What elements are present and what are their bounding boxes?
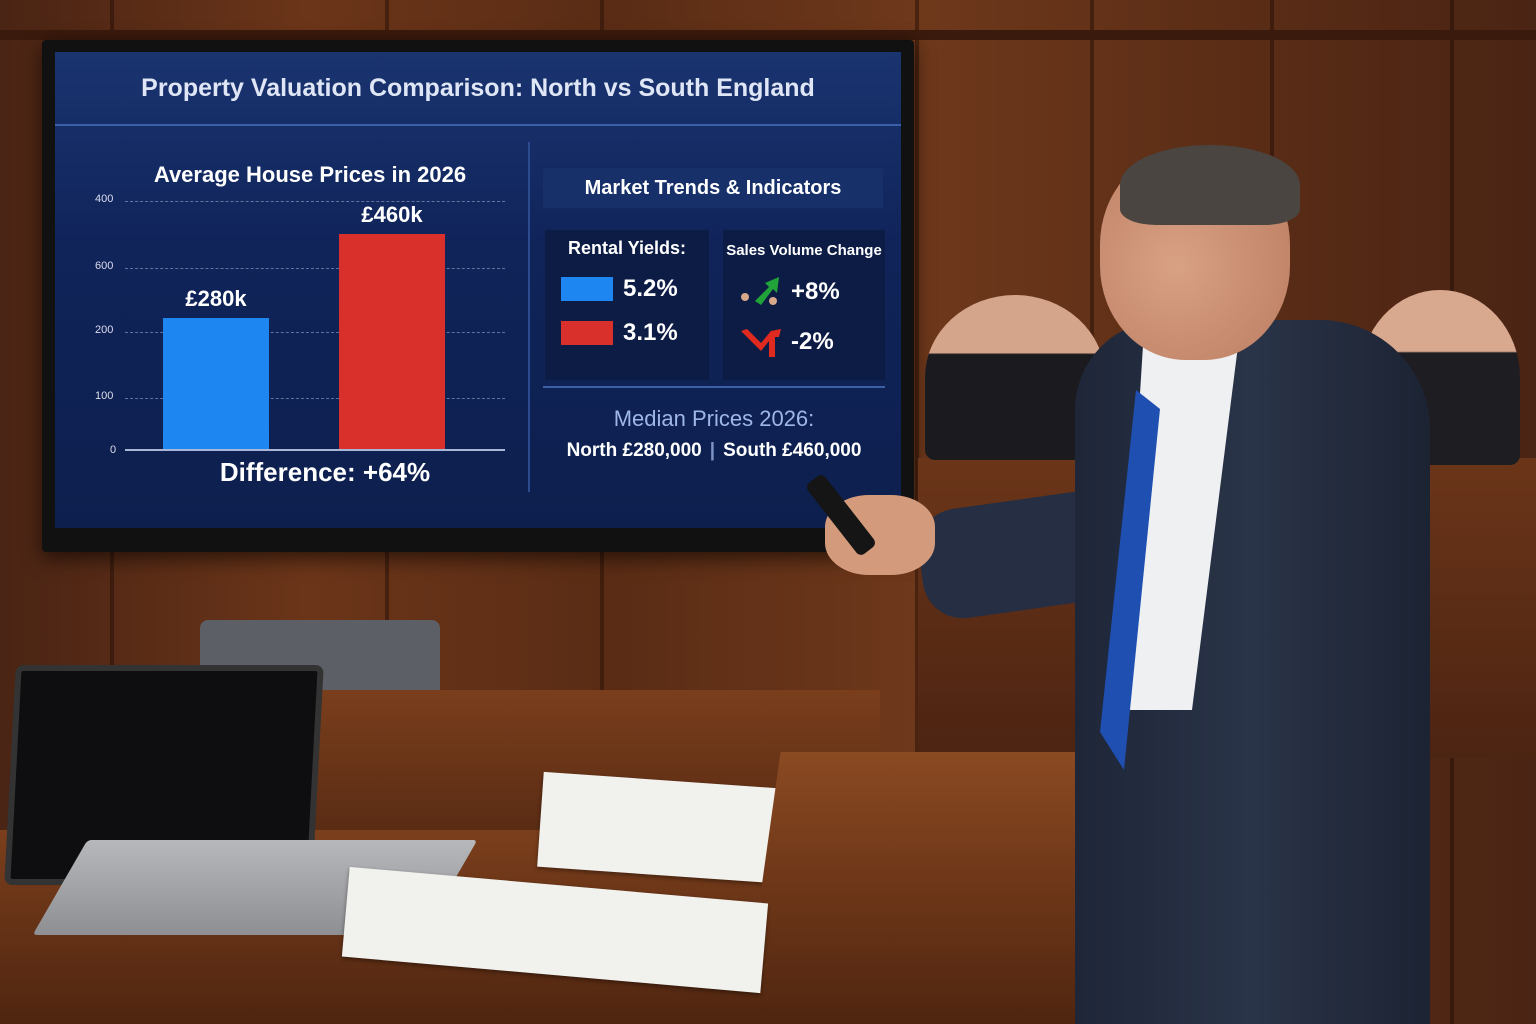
bar-north: [163, 317, 269, 449]
x-axis: [125, 449, 505, 451]
y-tick-label: 0: [110, 444, 117, 456]
bar-value-label: £460k: [361, 201, 423, 227]
y-tick-label: 600: [95, 260, 114, 272]
gridline: [125, 201, 505, 202]
rental-yield-value: 5.2%: [623, 275, 678, 302]
gridline: [125, 268, 505, 269]
market-trends-heading: Market Trends & Indicators: [543, 168, 883, 208]
y-tick-label: 100: [95, 390, 114, 402]
rental-yield-row: 5.2%: [561, 275, 709, 303]
median-south: South £460,000: [723, 440, 862, 461]
presentation-display: Property Valuation Comparison: North vs …: [55, 52, 901, 528]
gridline: [125, 398, 505, 399]
trend-up-icon: [741, 277, 779, 305]
rental-yields-label: Rental Yields:: [567, 238, 687, 258]
sales-volume-value: -2%: [791, 328, 834, 355]
y-tick-label: 200: [95, 324, 114, 336]
red-swatch: [561, 321, 613, 345]
sales-volume-row: +8%: [739, 275, 885, 309]
divider: [543, 386, 885, 388]
divider: [55, 124, 901, 126]
tv-screen: Property Valuation Comparison: North vs …: [42, 40, 914, 552]
sales-volume-box: Sales Volume Change +8% -2%: [723, 230, 885, 380]
trend-down-icon: [741, 329, 781, 357]
divider: [528, 142, 530, 492]
sales-volume-value: +8%: [791, 278, 840, 305]
sales-volume-label: Sales Volume Change: [726, 242, 882, 259]
separator: |: [709, 440, 716, 461]
sales-volume-row: -2%: [739, 325, 885, 359]
presenter-hair: [1120, 145, 1300, 225]
blue-swatch: [561, 277, 613, 301]
gridline: [125, 332, 505, 333]
chart-title: Average House Prices in 2026: [153, 162, 467, 187]
rental-yield-row: 3.1%: [561, 319, 709, 347]
bar-south: [339, 233, 445, 449]
wall-rail: [0, 30, 1536, 40]
presentation-title: Property Valuation Comparison: North vs …: [141, 74, 815, 102]
rental-yields-box: Rental Yields: 5.2% 3.1%: [545, 230, 709, 380]
bar-value-label: £280k: [185, 285, 247, 311]
median-north: North £280,000: [566, 440, 702, 461]
rental-yield-value: 3.1%: [623, 319, 678, 346]
median-prices-title: Median Prices 2026:: [613, 406, 815, 431]
difference-annotation: Difference: +64%: [219, 457, 431, 487]
y-tick-label: 400: [95, 193, 114, 205]
median-prices-values: North £280,000 | South £460,000: [543, 440, 885, 462]
